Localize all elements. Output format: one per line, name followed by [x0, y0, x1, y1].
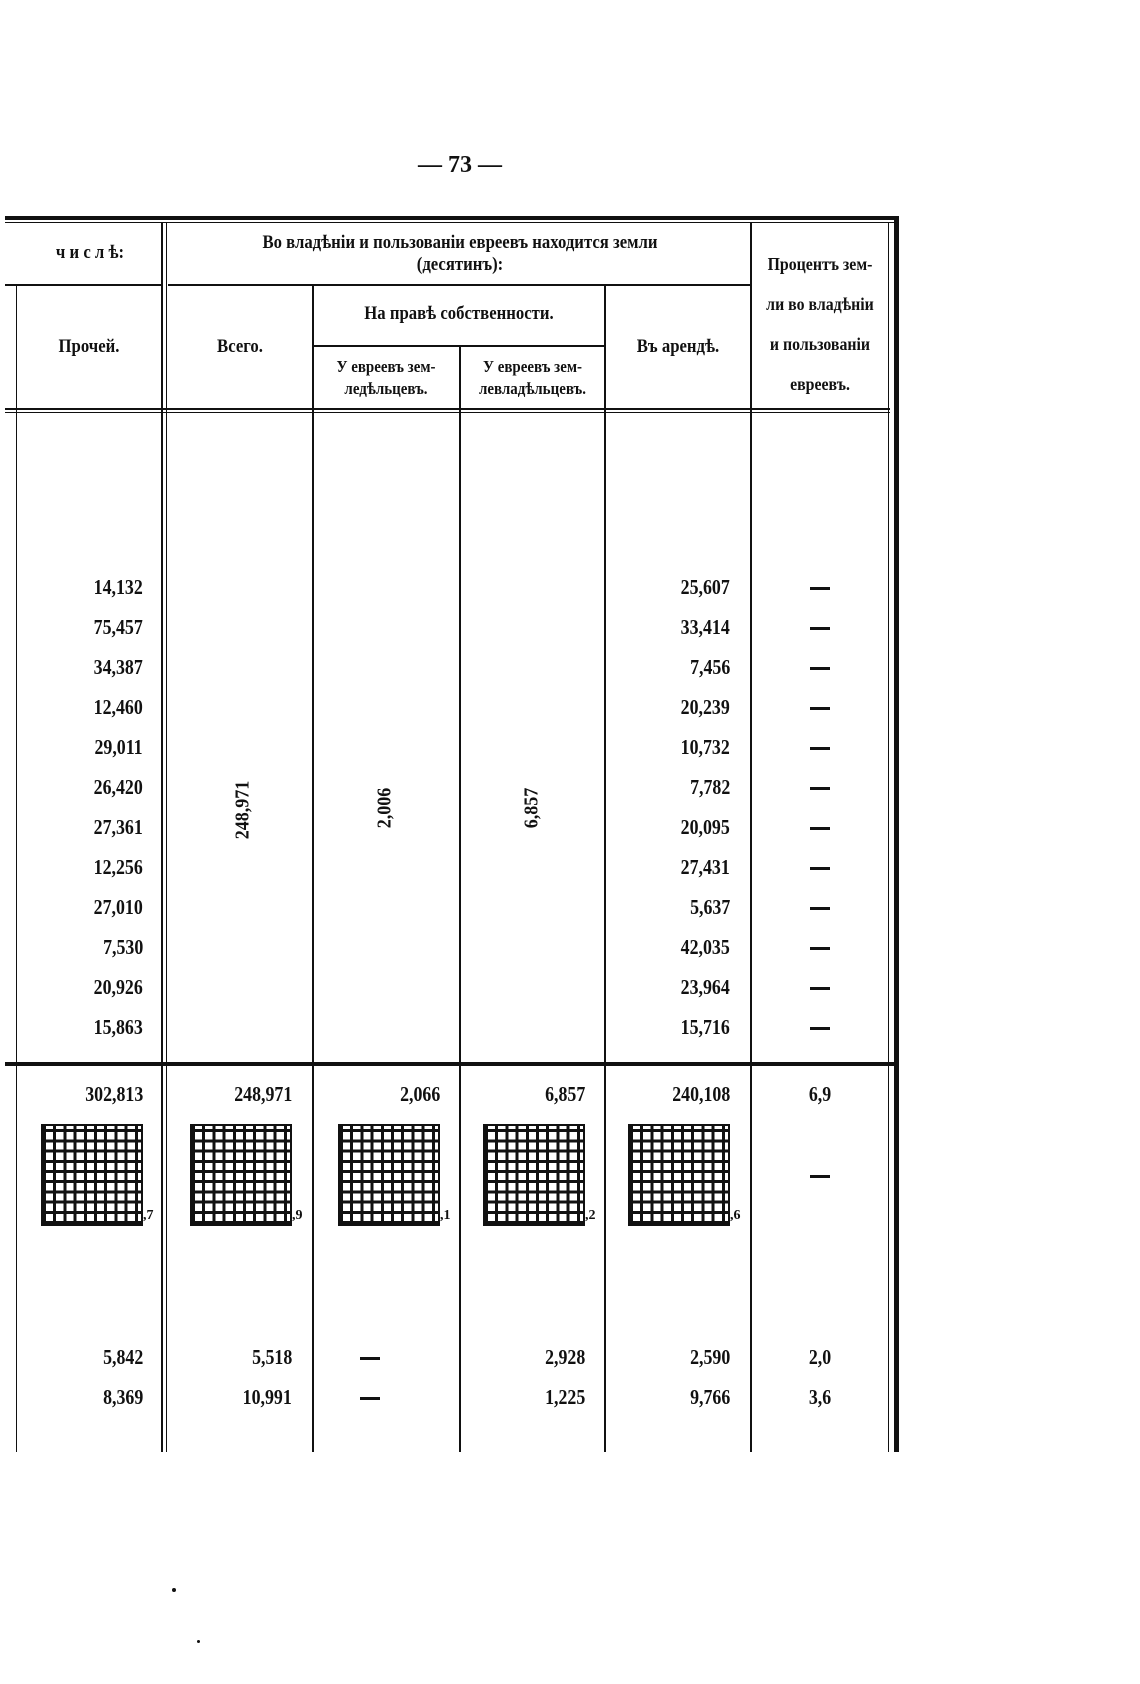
- obscured-number-suffix: ,1: [440, 1208, 451, 1223]
- total-value: 6,857: [544, 1082, 585, 1106]
- v-arende-value: 33,414: [680, 615, 730, 639]
- total-value: 240,108: [671, 1082, 730, 1106]
- obscured-number-block: [190, 1124, 292, 1226]
- prochei-value: 12,256: [93, 855, 143, 879]
- prochei-value: 20,926: [93, 975, 143, 999]
- total-value: 1,225: [544, 1385, 585, 1409]
- total-value: 2,928: [544, 1345, 585, 1369]
- prochei-value: 75,457: [93, 615, 143, 639]
- divider: [5, 408, 890, 410]
- vsego-spanning-value: 248,971: [231, 780, 254, 840]
- header-percent: Процентъ зем-ли во владѣніи и пользовані…: [766, 254, 874, 394]
- total-value: 248,971: [233, 1082, 292, 1106]
- percent-value-dash: [810, 1027, 830, 1030]
- percent-value-dash: [810, 867, 830, 870]
- total-percent: 2,0: [808, 1345, 832, 1369]
- prochei-value: 14,132: [93, 575, 143, 599]
- obscured-number-block: [41, 1124, 143, 1226]
- obscured-number-block: [628, 1124, 730, 1226]
- percent-value-dash: [810, 667, 830, 670]
- obscured-number-block: [483, 1124, 585, 1226]
- divider: [166, 222, 167, 1452]
- divider: [312, 286, 314, 1452]
- total-value: 5,842: [102, 1345, 143, 1369]
- header-na-prave: На правѣ собственности.: [364, 303, 554, 324]
- prochei-value: 12,460: [93, 695, 143, 719]
- v-arende-value: 7,456: [689, 655, 730, 679]
- total-value: 2,066: [399, 1082, 440, 1106]
- v-arende-value: 15,716: [680, 1015, 730, 1039]
- obscured-number-suffix: ,7: [143, 1208, 154, 1223]
- header-zemledeltsev: У евреевъ зем-ледѣльцевъ.: [336, 357, 436, 398]
- total-percent: 3,6: [808, 1385, 832, 1409]
- total-value: 9,766: [689, 1385, 730, 1409]
- v-arende-value: 5,637: [689, 895, 730, 919]
- total-value: 10,991: [242, 1385, 292, 1409]
- obscured-number-suffix: ,9: [292, 1208, 303, 1223]
- divider: [16, 285, 17, 1452]
- divider: [161, 222, 163, 1452]
- v-arende-value: 23,964: [680, 975, 730, 999]
- total-value: 8,369: [102, 1385, 143, 1409]
- print-speck: [172, 1588, 176, 1592]
- total-dash: [360, 1397, 380, 1400]
- prochei-value: 27,010: [93, 895, 143, 919]
- v-arende-value: 25,607: [680, 575, 730, 599]
- obscured-percent-dash: [810, 1175, 830, 1178]
- v-arende-value: 7,782: [689, 775, 730, 799]
- prochei-value: 7,530: [102, 935, 143, 959]
- table-top-border: [5, 216, 898, 220]
- print-speck: [197, 1640, 200, 1643]
- percent-value-dash: [810, 627, 830, 630]
- header-zemlevladeltsev: У евреевъ зем-левладѣльцевъ.: [478, 357, 587, 398]
- divider: [314, 345, 604, 347]
- divider: [5, 1062, 894, 1066]
- zemlevladeltsev-spanning-value: 6,857: [520, 787, 543, 829]
- percent-value-dash: [810, 907, 830, 910]
- page-number: — 73 —: [418, 152, 502, 178]
- total-value: 5,518: [251, 1345, 292, 1369]
- divider: [5, 412, 890, 413]
- zemledeltsev-spanning-value: 2,006: [373, 787, 396, 829]
- obscured-number-suffix: ,6: [730, 1208, 741, 1223]
- header-left-fragment: ч и с л ѣ:: [55, 242, 125, 263]
- total-value: 302,813: [84, 1082, 143, 1106]
- percent-value-dash: [810, 987, 830, 990]
- header-vsego: Всего.: [217, 336, 263, 357]
- divider: [459, 346, 461, 1452]
- divider: [750, 222, 752, 1452]
- prochei-value: 26,420: [93, 775, 143, 799]
- divider: [168, 284, 750, 286]
- percent-value-dash: [810, 747, 830, 750]
- divider: [604, 286, 606, 1452]
- header-v-arende: Въ арендѣ.: [636, 336, 720, 357]
- obscured-number-block: [338, 1124, 440, 1226]
- total-dash: [360, 1357, 380, 1360]
- v-arende-value: 20,095: [680, 815, 730, 839]
- prochei-value: 27,361: [93, 815, 143, 839]
- v-arende-value: 27,431: [680, 855, 730, 879]
- header-group-title: Во владѣніи и пользованіи евреевъ находи…: [262, 232, 658, 275]
- header-prochei: Прочей.: [58, 336, 120, 357]
- percent-value-dash: [810, 707, 830, 710]
- percent-value-dash: [810, 587, 830, 590]
- obscured-number-suffix: ,2: [585, 1208, 596, 1223]
- prochei-value: 34,387: [93, 655, 143, 679]
- divider: [888, 222, 889, 1452]
- prochei-value: 15,863: [93, 1015, 143, 1039]
- percent-value-dash: [810, 787, 830, 790]
- percent-value-dash: [810, 827, 830, 830]
- v-arende-value: 10,732: [680, 735, 730, 759]
- percent-value-dash: [810, 947, 830, 950]
- table-right-border: [894, 216, 899, 1452]
- divider: [5, 284, 162, 286]
- total-percent: 6,9: [808, 1082, 832, 1106]
- total-value: 2,590: [689, 1345, 730, 1369]
- prochei-value: 29,011: [94, 735, 143, 759]
- v-arende-value: 20,239: [680, 695, 730, 719]
- table-top-border-inner: [5, 222, 898, 223]
- v-arende-value: 42,035: [680, 935, 730, 959]
